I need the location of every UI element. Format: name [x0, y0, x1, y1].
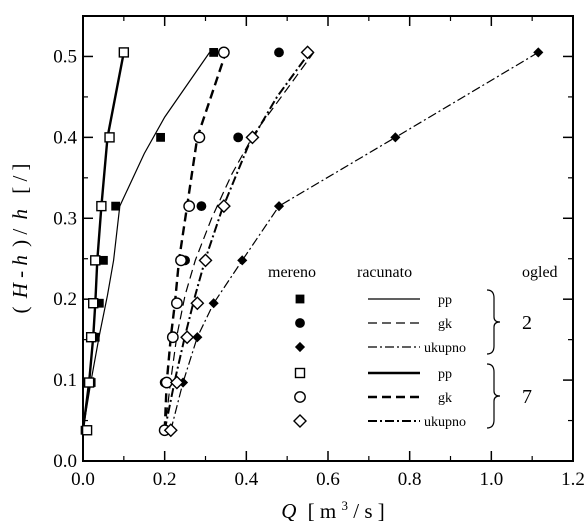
point-ukupno-case2 [390, 132, 401, 143]
point-pp-case7 [85, 332, 97, 343]
point-gk-case7 [217, 46, 230, 59]
x-axis-label-var: Q [281, 499, 296, 521]
x-tick-label: 1.2 [561, 469, 585, 490]
point-pp-case2 [99, 255, 108, 265]
y-tick-label: 0.3 [53, 208, 77, 229]
point-pp-case2 [156, 132, 165, 142]
legend-brace [486, 363, 501, 429]
y-tick-label: 0.5 [53, 46, 77, 67]
legend-marker-ukupno [294, 341, 306, 353]
y-tick-label: 0.0 [53, 451, 77, 472]
legend: mereno racunato ogled pp gk ukupno 2 pp gk ukupno… [268, 264, 558, 430]
point-ukupno-case7 [216, 199, 231, 214]
x-tick-label: 0.2 [153, 469, 177, 490]
point-ukupno-case2 [192, 332, 203, 343]
point-pp-case7 [96, 200, 107, 212]
legend-header-computed: racunato [357, 264, 412, 281]
x-tick-label: 0.4 [234, 469, 258, 490]
point-ukupno-case7 [198, 253, 213, 268]
legend-label-ukupno: ukupno [424, 341, 466, 356]
legend-marker-gk [294, 391, 306, 403]
x-axis-label-unit-exp: 3 [342, 498, 349, 513]
y-axis-label-unit: [ / ] [8, 163, 32, 193]
line-ukupno-case7 [163, 51, 311, 431]
plot-frame [82, 15, 574, 462]
point-gk-case7 [171, 297, 183, 310]
y-axis-label-mid: - [8, 266, 32, 278]
point-ukupno-case2 [273, 201, 285, 212]
point-ukupno-case7 [190, 296, 205, 311]
legend-marker-pp [294, 367, 306, 379]
point-ukupno-case7 [245, 130, 260, 145]
measured-markers [80, 45, 544, 438]
point-ukupno-case7 [163, 423, 178, 438]
point-pp-case7 [104, 132, 115, 143]
point-gk-case7 [166, 331, 179, 344]
legend-marker-pp [295, 294, 305, 304]
point-gk-case2 [274, 47, 284, 58]
legend-case-number: 7 [522, 386, 532, 408]
line-ukupno-case2 [170, 51, 539, 431]
point-ukupno-case7 [180, 330, 195, 345]
y-tick-label: 0.4 [53, 127, 77, 148]
computed-lines [81, 51, 539, 431]
legend-label-pp: pp [438, 367, 452, 382]
point-pp-case7 [90, 255, 101, 266]
y-axis-label-h1: h [8, 255, 32, 266]
tick-labels: 0.0 0.2 0.4 0.6 0.8 1.0 1.2 0.0 0.1 0.2 0.3 0.4 0.5 [53, 46, 585, 490]
line-gk-case7 [163, 52, 228, 431]
point-pp-case2 [209, 48, 219, 57]
legend-header-case: ogled [522, 264, 558, 281]
x-tick-label: 0.6 [316, 469, 340, 490]
legend-label-ukupno: ukupno [424, 415, 466, 430]
y-tick-label: 0.2 [53, 289, 77, 310]
y-tick-label: 0.1 [53, 370, 77, 391]
line-pp-case7 [81, 52, 125, 431]
legend-label-gk: gk [438, 317, 452, 332]
x-axis-label: Q [ m 3 / s ] [281, 491, 385, 521]
point-gk-case7 [183, 200, 196, 213]
legend-case-number: 2 [522, 312, 532, 334]
point-pp-case2 [111, 201, 121, 211]
x-axis-label-unit-prefix: [ m [308, 499, 337, 521]
point-gk-case7 [175, 254, 187, 267]
legend-marker-ukupno [293, 414, 307, 428]
point-gk-case2 [233, 132, 244, 143]
point-ukupno-case2 [237, 255, 248, 266]
x-axis-label-unit-suffix: / s ] [353, 499, 385, 521]
point-ukupno-case7 [169, 375, 184, 390]
legend-marker-gk [295, 318, 305, 328]
x-tick-label: 1.0 [479, 469, 503, 490]
point-pp-case7 [83, 377, 95, 388]
y-axis-label-h2: h [8, 209, 32, 220]
point-pp-case7 [88, 298, 99, 309]
point-ukupno-case7 [300, 45, 315, 60]
x-tick-label: 0.0 [71, 469, 95, 490]
line-gk-case2 [164, 52, 315, 431]
legend-brace [486, 289, 501, 355]
legend-header-measured: mereno [268, 264, 316, 281]
point-pp-case7 [81, 425, 93, 436]
point-gk-case2 [196, 201, 207, 212]
line-pp-case2 [82, 52, 211, 431]
x-tick-label: 0.8 [398, 469, 422, 490]
point-gk-case7 [193, 131, 206, 144]
legend-label-pp: pp [438, 293, 452, 308]
point-pp-case7 [118, 47, 130, 58]
y-axis-label: ( H - h ) / h [ / ] [8, 163, 32, 313]
y-axis-label-open: ( [8, 307, 32, 314]
y-axis-label-H: H [8, 281, 32, 299]
point-ukupno-case2 [533, 47, 544, 58]
legend-label-gk: gk [438, 391, 452, 406]
tick-marks [82, 15, 574, 462]
point-ukupno-case2 [208, 298, 219, 309]
y-axis-label-close: ) / [8, 229, 32, 247]
